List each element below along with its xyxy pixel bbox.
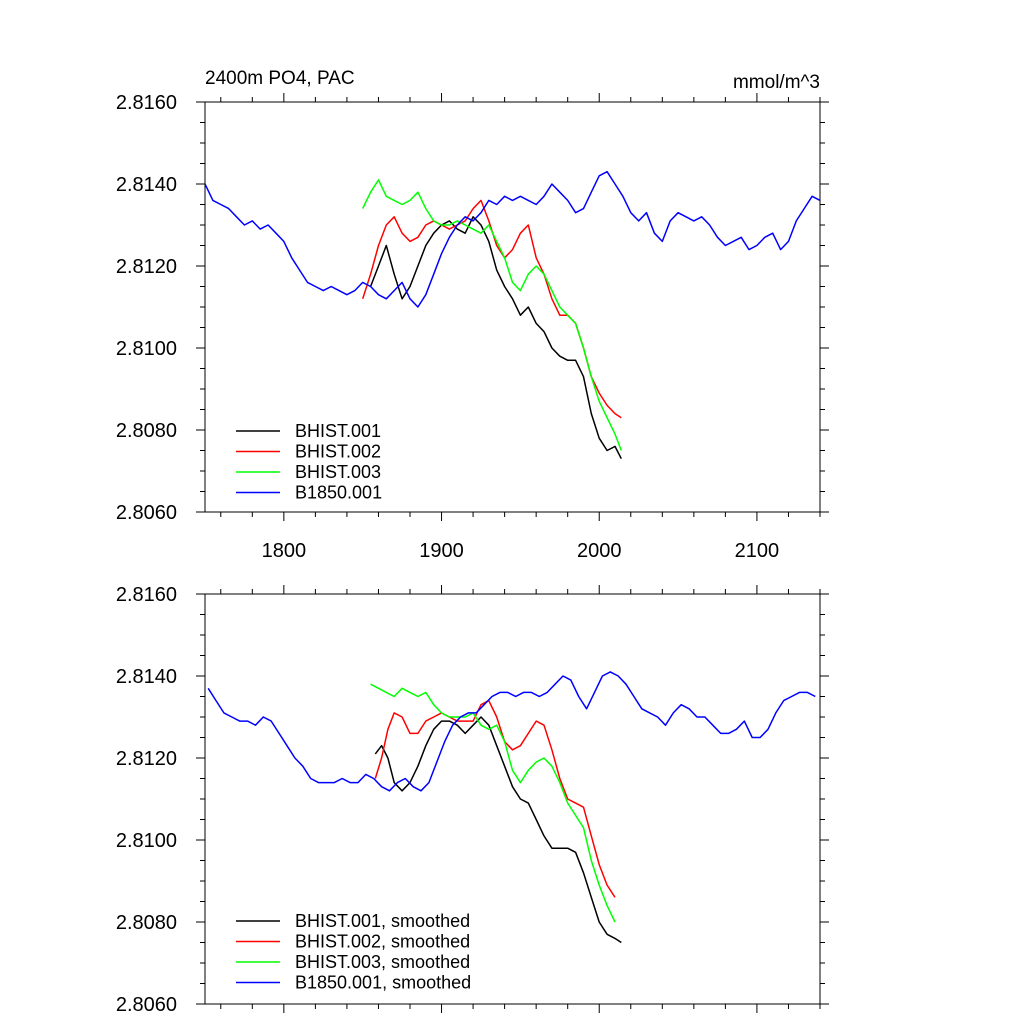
x-tick-label: 2000 [577, 540, 622, 562]
y-tick-label: 2.8140 [116, 174, 177, 196]
units-label: mmol/m^3 [733, 72, 820, 93]
legend-label: BHIST.001 [295, 421, 381, 441]
x-tick-label: 2100 [735, 540, 780, 562]
series-line-b1850-001 [205, 170, 820, 308]
chart-title: 2400m PO4, PAC [205, 68, 355, 89]
y-tick-label: 2.8060 [116, 994, 177, 1016]
series-line-b1850-001-smoothed [207, 671, 816, 792]
series-line-bhist-003 [362, 179, 623, 451]
series-line-bhist-003-smoothed [370, 683, 616, 923]
y-tick-label: 2.8140 [116, 666, 177, 688]
y-tick-label: 2.8060 [116, 502, 177, 524]
y-tick-label: 2.8160 [116, 584, 177, 606]
y-tick-label: 2.8100 [116, 338, 177, 360]
series-line-bhist-001-smoothed [374, 716, 622, 944]
y-tick-label: 2.8080 [116, 912, 177, 934]
legend-label: BHIST.003, smoothed [295, 952, 470, 972]
series-line-bhist-001 [369, 216, 622, 460]
chart-panel-2: 2.8060 2.8080 2.8100 2.8120 2.8140 2.8160 BHIS… [116, 584, 829, 1016]
x-tick-label: 1900 [419, 540, 464, 562]
x-tick-label: 1800 [262, 540, 307, 562]
chart-panel-1: 1800 1900 2000 2100 2.8060 2.8080 2.8100 2.8120… [116, 68, 829, 562]
legend-label: BHIST.001, smoothed [295, 911, 470, 931]
series-line-bhist-002-smoothed [374, 699, 616, 898]
legend-label: BHIST.003 [295, 462, 381, 482]
y-tick-label: 2.8120 [116, 256, 177, 278]
y-tick-label: 2.8100 [116, 830, 177, 852]
y-tick-label: 2.8160 [116, 92, 177, 114]
y-tick-label: 2.8080 [116, 420, 177, 442]
legend-label: B1850.001, smoothed [295, 973, 471, 993]
legend-label: BHIST.002 [295, 442, 381, 462]
y-tick-label: 2.8120 [116, 748, 177, 770]
legend-label: B1850.001 [295, 483, 382, 503]
legend-label: BHIST.002, smoothed [295, 932, 470, 952]
